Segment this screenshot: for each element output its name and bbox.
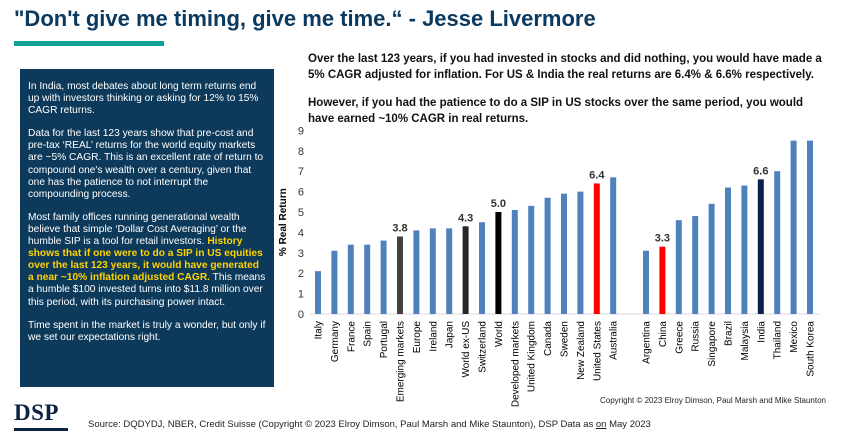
bar — [413, 230, 420, 314]
category-label: Mexico — [789, 321, 800, 353]
bar — [659, 246, 666, 314]
bar — [364, 244, 371, 314]
commentary-p3-start: Most family offices running generational… — [28, 211, 247, 248]
chart-description: Over the last 123 years, if you had inve… — [308, 52, 828, 140]
bar — [544, 197, 551, 314]
category-label: Italy — [314, 321, 325, 339]
commentary-panel: In India, most debates about long term r… — [20, 69, 274, 387]
y-tick-label: 4 — [298, 227, 304, 239]
source-footnote: Source: DQDYDJ, NBER, Credit Suisse (Cop… — [88, 419, 651, 430]
chart-copyright: Copyright © 2023 Elroy Dimson, Paul Mars… — [600, 396, 827, 405]
title-underline — [14, 41, 164, 46]
category-label: Argentina — [642, 321, 653, 364]
category-label: China — [658, 321, 669, 348]
bar — [577, 191, 584, 314]
bar — [380, 240, 387, 314]
description-paragraph-2: However, if you had the patience to do a… — [308, 97, 804, 125]
category-label: United Kingdom — [527, 321, 538, 392]
category-label: Brazil — [724, 321, 735, 346]
source-text: Source: DQDYDJ, NBER, Credit Suisse (Cop… — [88, 419, 596, 430]
bar — [429, 228, 436, 314]
category-label: Russia — [691, 321, 702, 352]
category-label: Thailand — [773, 321, 784, 359]
category-label: World — [494, 321, 505, 347]
category-label: New Zealand — [576, 321, 587, 380]
bar — [692, 216, 699, 314]
source-link-on[interactable]: on — [595, 419, 607, 430]
data-label: 5.0 — [491, 198, 506, 210]
category-label: India — [756, 321, 767, 343]
bar — [511, 209, 518, 314]
bar — [561, 193, 567, 314]
bar — [331, 250, 338, 314]
bar — [757, 179, 764, 314]
bar — [675, 220, 682, 314]
y-axis-label: % Real Return — [278, 188, 289, 256]
data-label: 6.4 — [589, 169, 605, 181]
bar — [790, 140, 797, 314]
category-label: Europe — [412, 321, 423, 354]
bar — [708, 203, 715, 314]
bar — [446, 228, 453, 314]
category-label: Developed markets — [510, 321, 521, 407]
bar — [593, 183, 600, 314]
logo-underline — [14, 428, 68, 431]
y-tick-label: 2 — [298, 268, 304, 280]
commentary-paragraph-2: Data for the last 123 years show that pr… — [28, 128, 264, 200]
commentary-highlight: History shows that if one were to do a S… — [28, 236, 263, 284]
category-label: Emerging markets — [396, 321, 407, 402]
y-tick-label: 3 — [298, 248, 304, 260]
bar — [528, 205, 535, 314]
commentary-paragraph-3: Most family offices running generational… — [28, 212, 266, 309]
y-tick-label: 5 — [298, 207, 304, 219]
y-tick-label: 7 — [298, 166, 304, 178]
bar — [397, 236, 403, 314]
commentary-paragraph-1: In India, most debates about long term r… — [28, 81, 259, 117]
data-label: 4.3 — [458, 212, 473, 224]
category-label: France — [346, 321, 357, 353]
category-label: Spain — [363, 321, 374, 347]
bar — [725, 187, 731, 314]
data-label: 6.6 — [753, 165, 768, 177]
category-label: Greece — [674, 321, 685, 354]
category-label: Malaysia — [740, 321, 751, 361]
category-label: Switzerland — [478, 321, 489, 373]
y-tick-label: 6 — [298, 187, 304, 199]
category-label: South Korea — [806, 321, 817, 377]
dsp-logo: DSP — [14, 400, 59, 425]
page-title: "Don't give me timing, give me time.“ - … — [14, 6, 596, 31]
y-tick-label: 8 — [298, 146, 304, 158]
category-label: United States — [592, 321, 603, 381]
bar — [479, 222, 485, 314]
bar — [495, 212, 502, 314]
y-tick-label: 0 — [298, 309, 304, 321]
source-text-end: May 2023 — [606, 419, 651, 430]
category-label: Sweden — [560, 321, 571, 357]
data-label: 3.8 — [392, 222, 407, 234]
bar — [315, 271, 321, 314]
y-tick-label: 9 — [298, 125, 304, 137]
bar — [462, 226, 469, 314]
description-paragraph-1: Over the last 123 years, if you had inve… — [308, 53, 822, 81]
category-label: Canada — [543, 321, 554, 356]
category-label: Germany — [330, 321, 341, 362]
category-label: Portugal — [379, 321, 390, 358]
bar — [774, 171, 781, 314]
category-label: World ex-US — [461, 321, 472, 378]
commentary-paragraph-4: Time spent in the market is truly a wond… — [28, 319, 266, 343]
category-label: Australia — [609, 321, 620, 360]
bar — [643, 250, 649, 314]
y-tick-label: 1 — [298, 289, 304, 301]
category-label: Singapore — [707, 321, 718, 367]
bar — [807, 140, 813, 314]
bar — [347, 244, 354, 314]
data-label: 3.3 — [655, 233, 670, 245]
bar — [610, 177, 617, 314]
bar — [741, 185, 748, 314]
commentary-p3-end: This means a humble $100 invested turns … — [28, 272, 266, 308]
category-label: Ireland — [428, 321, 439, 352]
category-label: Japan — [445, 321, 456, 348]
